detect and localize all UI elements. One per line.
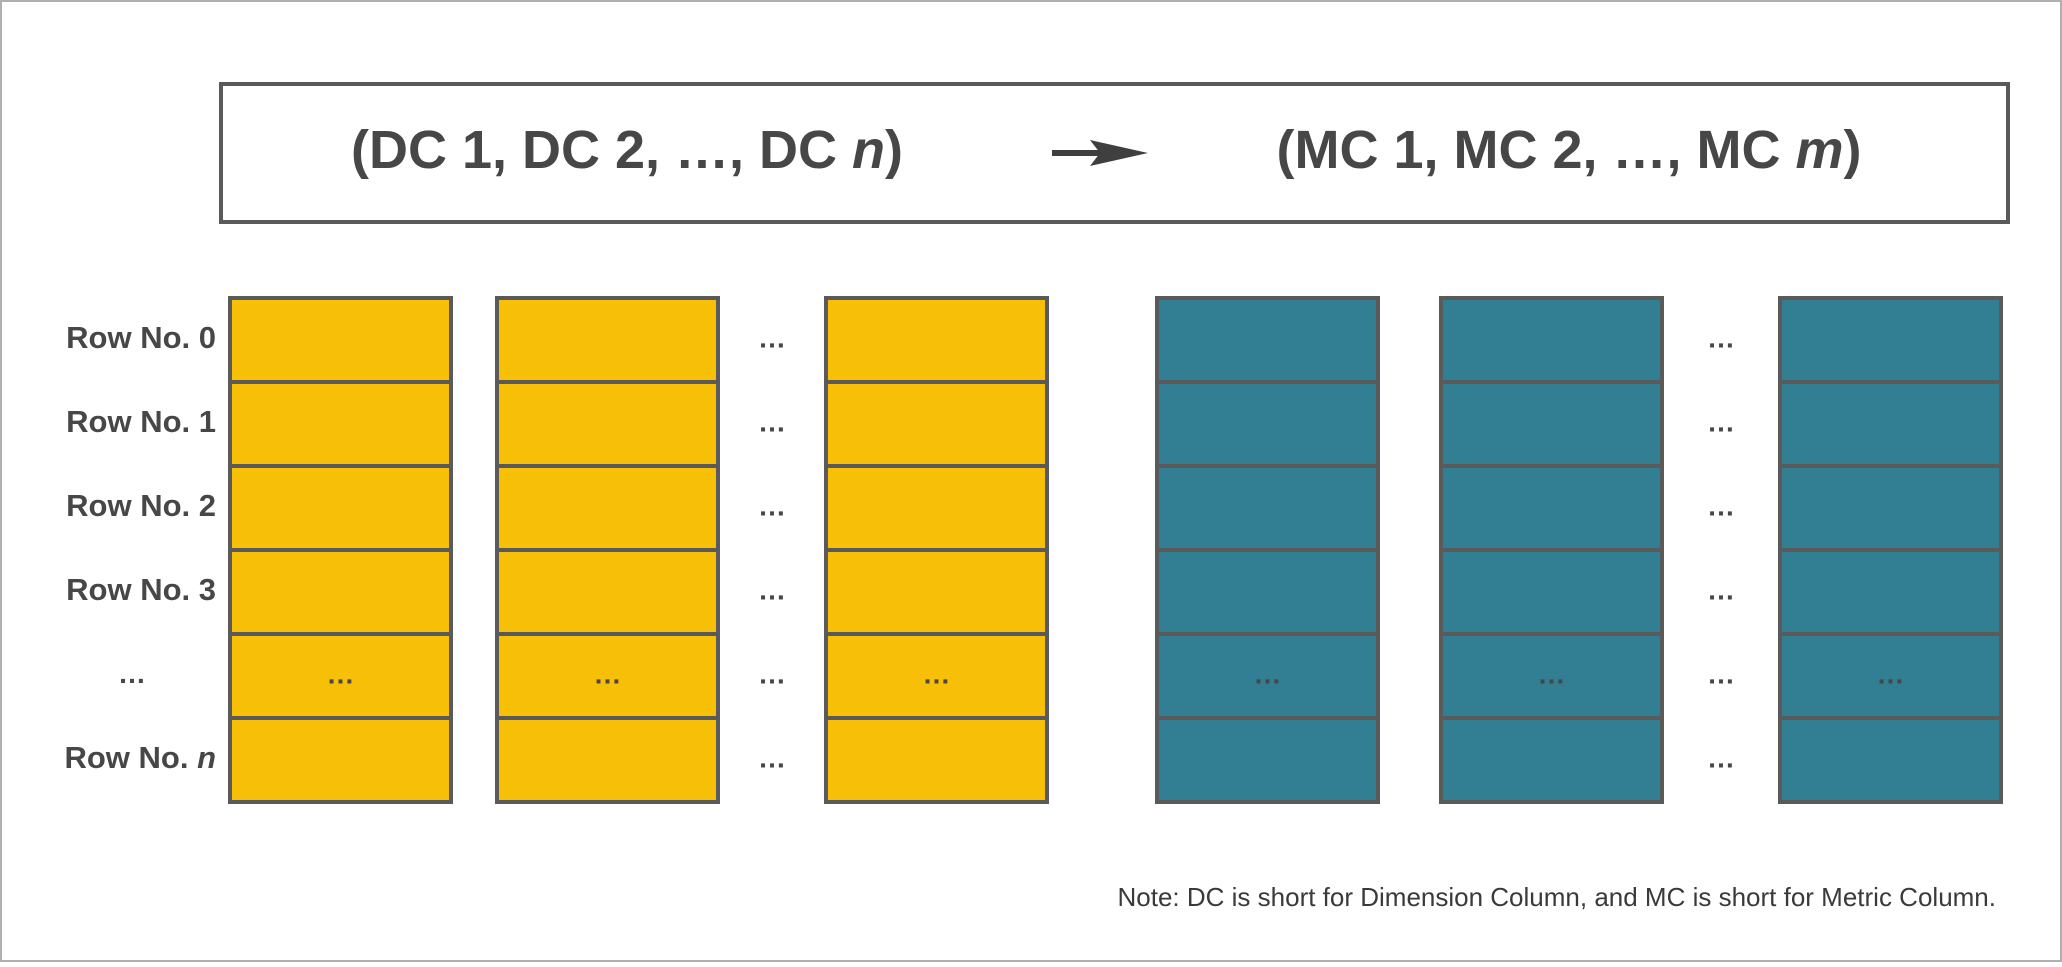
variable: n xyxy=(852,120,885,180)
text-part: ) xyxy=(1844,120,1862,180)
note: Note: DC is short for Dimension Column, … xyxy=(1118,882,1997,912)
dimension-cell xyxy=(495,296,720,384)
text-part: (MC 1, MC 2, …, MC xyxy=(1276,120,1795,180)
gap-ellipsis: … xyxy=(758,574,786,605)
metric-cell xyxy=(1439,464,1664,552)
row-label: … xyxy=(118,658,146,689)
dimension-cell xyxy=(824,464,1049,552)
metric-cell xyxy=(1155,632,1380,720)
dimension-cell xyxy=(824,716,1049,804)
arrow xyxy=(1052,140,1148,166)
row-label: Row No. 3 xyxy=(66,572,216,607)
cell-ellipsis: … xyxy=(327,658,355,689)
text-part: Row No. 2 xyxy=(66,488,216,523)
dimension-cell xyxy=(228,548,453,636)
metric-cell xyxy=(1778,464,2003,552)
gap-ellipsis: … xyxy=(1707,658,1735,689)
metric-cell xyxy=(1155,464,1380,552)
metric-cell xyxy=(1439,380,1664,468)
text-part: ) xyxy=(885,120,903,180)
text-part: (DC 1, DC 2, …, DC xyxy=(351,120,852,180)
cell-ellipsis: … xyxy=(1254,658,1282,689)
source-columns: (DC 1, DC 2, …, DC n) xyxy=(351,120,903,180)
text-part: Row No. 1 xyxy=(66,404,216,439)
metric-cell xyxy=(1439,548,1664,636)
metric-cell xyxy=(1778,716,2003,804)
metric-cell xyxy=(1439,716,1664,804)
metric-cell xyxy=(1778,296,2003,384)
dimension-cell xyxy=(228,380,453,468)
text-part: Row No. 0 xyxy=(66,320,216,355)
gap-ellipsis: … xyxy=(758,658,786,689)
gap-ellipsis: … xyxy=(758,490,786,521)
target-columns: (MC 1, MC 2, …, MC m) xyxy=(1276,120,1861,180)
dimension-cell xyxy=(228,464,453,552)
cell-ellipsis: … xyxy=(923,658,951,689)
gap-ellipsis: … xyxy=(758,406,786,437)
gap-ellipsis: … xyxy=(1707,574,1735,605)
dimension-cell xyxy=(824,380,1049,468)
metric-cell xyxy=(1778,548,2003,636)
gap-ellipsis: … xyxy=(758,322,786,353)
dimension-cell xyxy=(228,632,453,720)
cell-ellipsis: … xyxy=(594,658,622,689)
gap-ellipsis: … xyxy=(1707,322,1735,353)
gap-ellipsis: … xyxy=(758,742,786,773)
gap-ellipsis: … xyxy=(1707,742,1735,773)
text-part: … xyxy=(118,658,146,689)
metric-cell xyxy=(1439,632,1664,720)
dimension-cell xyxy=(228,716,453,804)
metric-cell xyxy=(1155,380,1380,468)
text-part: Row No. 3 xyxy=(66,572,216,607)
row-label: Row No. 2 xyxy=(66,488,216,523)
dimension-cell xyxy=(824,548,1049,636)
dimension-cell xyxy=(495,632,720,720)
metric-cell xyxy=(1155,296,1380,384)
arrow-head xyxy=(1090,140,1148,166)
metric-cell xyxy=(1778,380,2003,468)
dimension-cell xyxy=(495,380,720,468)
dimension-cell xyxy=(495,464,720,552)
metric-cell xyxy=(1155,716,1380,804)
cell-ellipsis: … xyxy=(1877,658,1905,689)
metric-cell xyxy=(1155,548,1380,636)
dimension-cell xyxy=(824,296,1049,384)
text-part: Row No. xyxy=(64,740,197,775)
dimension-cell xyxy=(495,716,720,804)
row-label: Row No. 1 xyxy=(66,404,216,439)
row-label: Row No. 0 xyxy=(66,320,216,355)
gap-ellipsis: … xyxy=(1707,490,1735,521)
row-label: Row No. n xyxy=(64,740,216,775)
dimension-cell xyxy=(824,632,1049,720)
gap-ellipsis: … xyxy=(1707,406,1735,437)
variable: n xyxy=(197,740,216,775)
metric-cell xyxy=(1439,296,1664,384)
variable: m xyxy=(1796,120,1844,180)
cell-ellipsis: … xyxy=(1538,658,1566,689)
dimension-cell xyxy=(495,548,720,636)
dimension-cell xyxy=(228,296,453,384)
